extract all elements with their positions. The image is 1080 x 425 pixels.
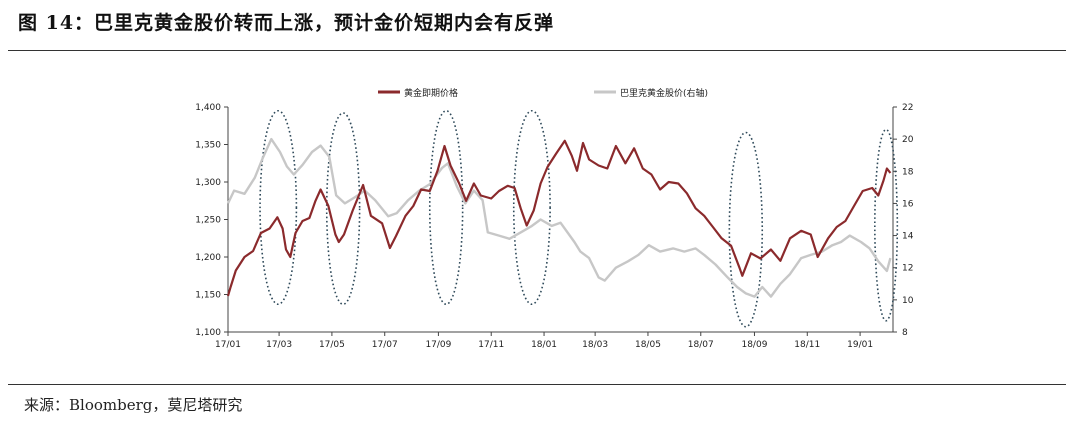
source-rule [8, 384, 1066, 385]
highlight-ellipse [325, 112, 361, 306]
x-tick-label: 17/09 [425, 340, 451, 350]
right-tick-label: 12 [902, 264, 913, 274]
right-tick-label: 14 [902, 232, 914, 242]
left-tick-label: 1,200 [195, 253, 221, 263]
x-tick-label: 18/07 [688, 340, 714, 350]
right-tick-label: 22 [902, 103, 913, 113]
left-tick-label: 1,350 [195, 141, 221, 151]
x-tick-label: 19/01 [847, 340, 873, 350]
legend: 黄金即期价格 巴里克黄金股价(右轴) [378, 87, 708, 99]
legend-label-barrick: 巴里克黄金股价(右轴) [620, 87, 708, 99]
x-tick-label: 18/05 [635, 340, 661, 350]
x-tick-label: 18/11 [794, 340, 820, 350]
left-tick-label: 1,300 [195, 178, 221, 188]
highlight-ellipse [512, 109, 551, 306]
highlight-ellipse [874, 128, 899, 322]
x-tick-label: 17/05 [319, 340, 345, 350]
highlight-ellipse [428, 109, 464, 306]
title-rule [8, 50, 1066, 51]
left-tick-label: 1,250 [195, 216, 221, 226]
series-lines [226, 137, 892, 298]
figure-title: 图 14：巴里克黄金股价转而上涨，预计金价短期内会有反弹 [18, 12, 555, 34]
highlight-ellipse [259, 109, 298, 306]
left-tick-label: 1,400 [195, 103, 221, 113]
right-tick-label: 16 [902, 199, 914, 209]
series-line-gold-spot [226, 139, 892, 297]
highlight-ellipse [728, 131, 764, 328]
highlight-ellipses [259, 109, 899, 328]
x-tick-label: 18/01 [531, 340, 557, 350]
right-tick-label: 20 [902, 135, 914, 145]
x-tick-label: 17/11 [478, 340, 504, 350]
right-tick-label: 8 [902, 328, 908, 338]
left-tick-label: 1,150 [195, 291, 221, 301]
x-tick-label: 17/07 [372, 340, 398, 350]
x-tick-label: 17/03 [266, 340, 292, 350]
right-tick-label: 10 [902, 296, 914, 306]
source-note: 来源：Bloomberg，莫尼塔研究 [24, 396, 243, 414]
x-tick-label: 18/03 [582, 340, 608, 350]
series-line-barrick [226, 137, 892, 298]
axes: 1,100 1,150 1,200 1,250 1,300 1,350 1,400 8 10 12… [195, 103, 913, 350]
x-tick-label: 18/09 [741, 340, 767, 350]
left-tick-label: 1,100 [195, 328, 221, 338]
legend-label-gold-spot: 黄金即期价格 [404, 87, 458, 99]
x-tick-label: 17/01 [215, 340, 241, 350]
right-tick-label: 18 [902, 167, 914, 177]
line-chart: 黄金即期价格 巴里克黄金股价(右轴) 1,1001,1501,2001,2501,… [195, 87, 913, 350]
